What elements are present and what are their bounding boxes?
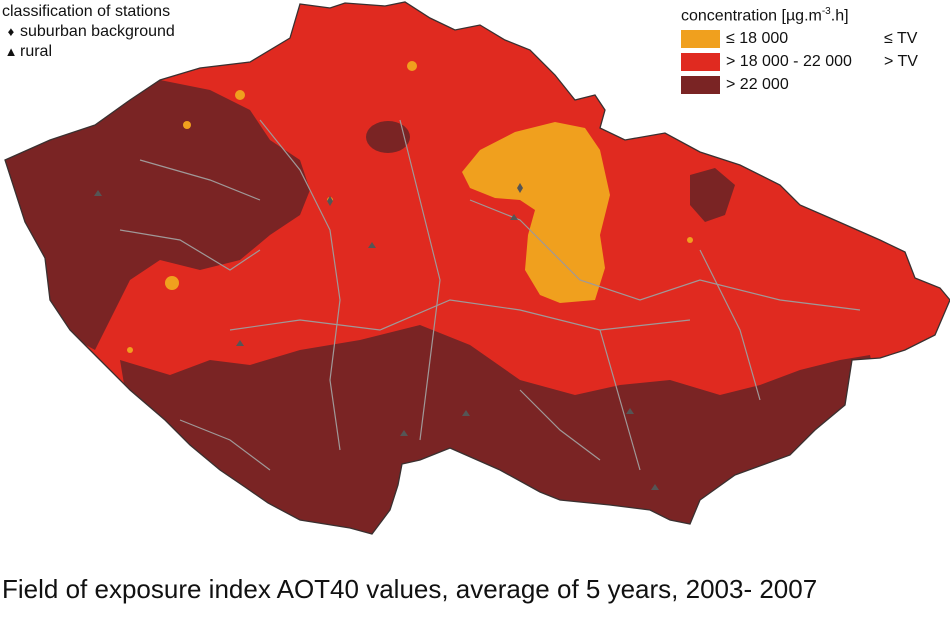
- legend-item-mid: > 18 000 - 22 000 > TV: [681, 50, 944, 73]
- station-legend-item-suburban: ♦ suburban background: [2, 22, 175, 42]
- suburban-station-marker: [327, 196, 333, 206]
- country-outline: [4, 1, 950, 535]
- legend-swatch-mid: [681, 52, 720, 71]
- high-class-patch-northeast: [690, 168, 735, 222]
- rural-station-marker: [94, 190, 102, 196]
- high-class-patch-north: [366, 121, 410, 153]
- low-class-patch: [127, 347, 133, 353]
- legend-item-low: ≤ 18 000 ≤ TV: [681, 27, 944, 50]
- legend-range-label: ≤ 18 000: [726, 29, 789, 47]
- station-legend-label: suburban background: [20, 23, 175, 40]
- low-class-area: [462, 122, 610, 303]
- low-class-patch: [183, 121, 191, 129]
- legend-swatch-low: [681, 29, 720, 48]
- concentration-legend: concentration [µg.m-3.h] ≤ 18 000 ≤ TV >…: [681, 1, 944, 96]
- station-legend-item-rural: ▲ rural: [2, 42, 175, 62]
- station-legend-title: classification of stations: [2, 3, 171, 20]
- low-class-patch: [407, 61, 417, 71]
- rural-station-marker: [510, 214, 518, 220]
- rural-station-marker: [462, 410, 470, 416]
- suburban-station-marker: [517, 183, 523, 193]
- legend-tv-label: ≤ TV: [884, 29, 918, 47]
- legend-range-label: > 22 000: [726, 75, 789, 93]
- station-legend-label: rural: [20, 43, 53, 60]
- legend-tv-label: > TV: [884, 52, 918, 70]
- rural-station-marker: [368, 242, 376, 248]
- diamond-icon: ♦: [7, 24, 15, 39]
- concentration-legend-title: concentration [µg.m-3.h]: [681, 6, 849, 25]
- high-class-area-south: [120, 325, 880, 534]
- low-class-patch: [687, 237, 693, 243]
- high-class-area-west: [5, 80, 310, 350]
- legend-item-high: > 22 000: [681, 73, 944, 96]
- rural-station-marker: [400, 430, 408, 436]
- map-caption: Field of exposure index AOT40 values, av…: [2, 574, 818, 604]
- district-borders: [119, 119, 861, 471]
- triangle-icon: ▲: [4, 44, 18, 59]
- station-classification-legend: classification of stations ♦ suburban ba…: [2, 2, 175, 62]
- legend-swatch-high: [681, 75, 720, 94]
- rural-station-marker: [651, 484, 659, 490]
- low-class-patch: [165, 276, 179, 290]
- rural-station-marker: [626, 408, 634, 414]
- legend-range-label: > 18 000 - 22 000: [726, 52, 852, 70]
- station-markers: [94, 183, 659, 490]
- rural-station-marker: [236, 340, 244, 346]
- low-class-patch: [235, 90, 245, 100]
